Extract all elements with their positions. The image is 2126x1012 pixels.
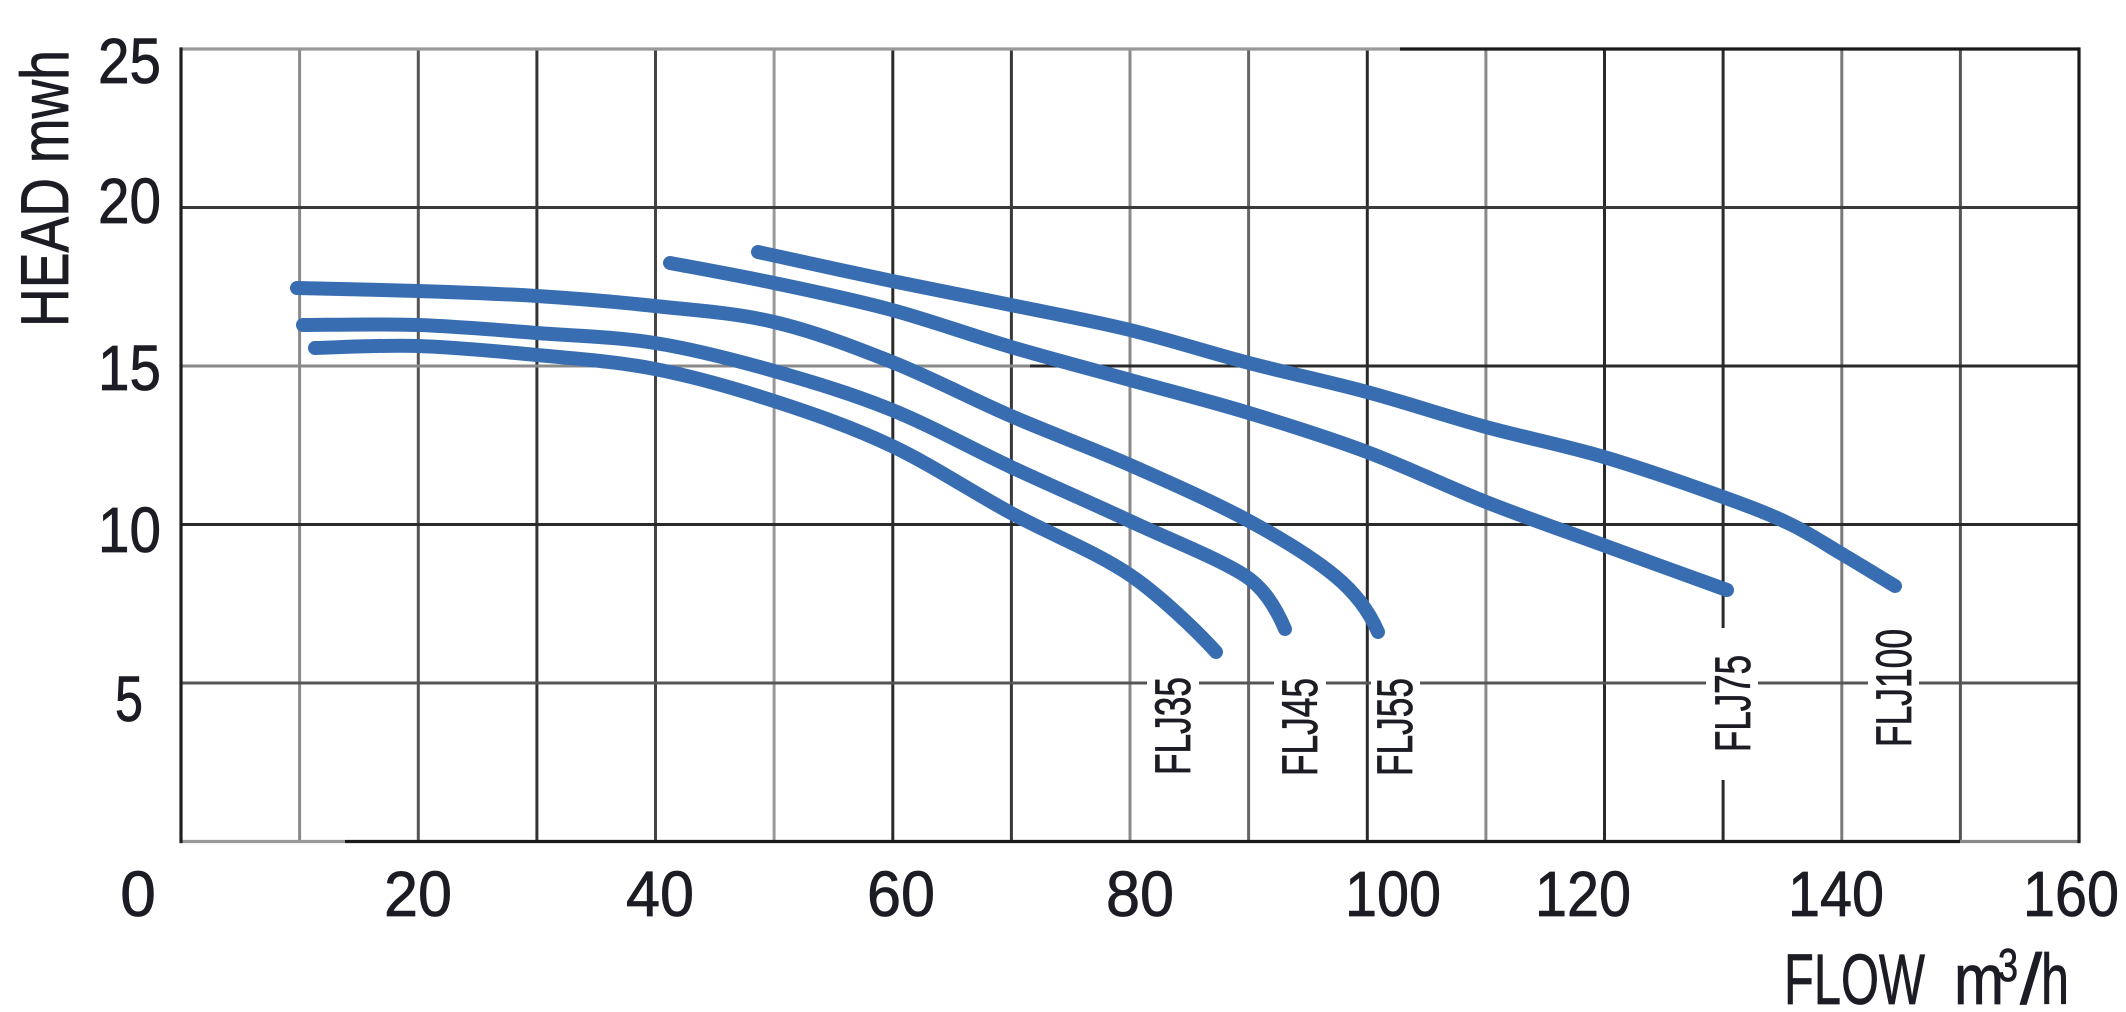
svg-text:80: 80 [1106, 858, 1174, 930]
svg-text:FLJ35: FLJ35 [1145, 677, 1201, 775]
svg-text:FLOW: FLOW [1784, 941, 1925, 1012]
svg-text:/: / [2020, 941, 2042, 1012]
svg-text:h: h [2041, 941, 2069, 1012]
svg-text:60: 60 [867, 858, 935, 930]
svg-text:FLJ100: FLJ100 [1866, 629, 1922, 747]
svg-text:40: 40 [626, 858, 694, 930]
svg-text:HEAD mwh: HEAD mwh [7, 50, 83, 327]
svg-text:20: 20 [98, 165, 161, 237]
svg-text:10: 10 [98, 494, 161, 566]
svg-text:0: 0 [120, 858, 156, 930]
svg-text:FLJ55: FLJ55 [1367, 678, 1423, 776]
svg-text:m: m [1954, 941, 2004, 1012]
svg-text:25: 25 [98, 25, 161, 97]
svg-text:3: 3 [1998, 939, 2018, 991]
svg-text:15: 15 [98, 332, 161, 404]
svg-text:FLJ45: FLJ45 [1272, 678, 1328, 776]
svg-text:FLJ75: FLJ75 [1705, 655, 1761, 752]
svg-text:160: 160 [2023, 858, 2119, 930]
svg-text:140: 140 [1788, 858, 1884, 930]
svg-text:120: 120 [1535, 858, 1631, 930]
svg-text:5: 5 [115, 663, 143, 735]
svg-text:20: 20 [384, 858, 452, 930]
svg-text:100: 100 [1345, 858, 1441, 930]
